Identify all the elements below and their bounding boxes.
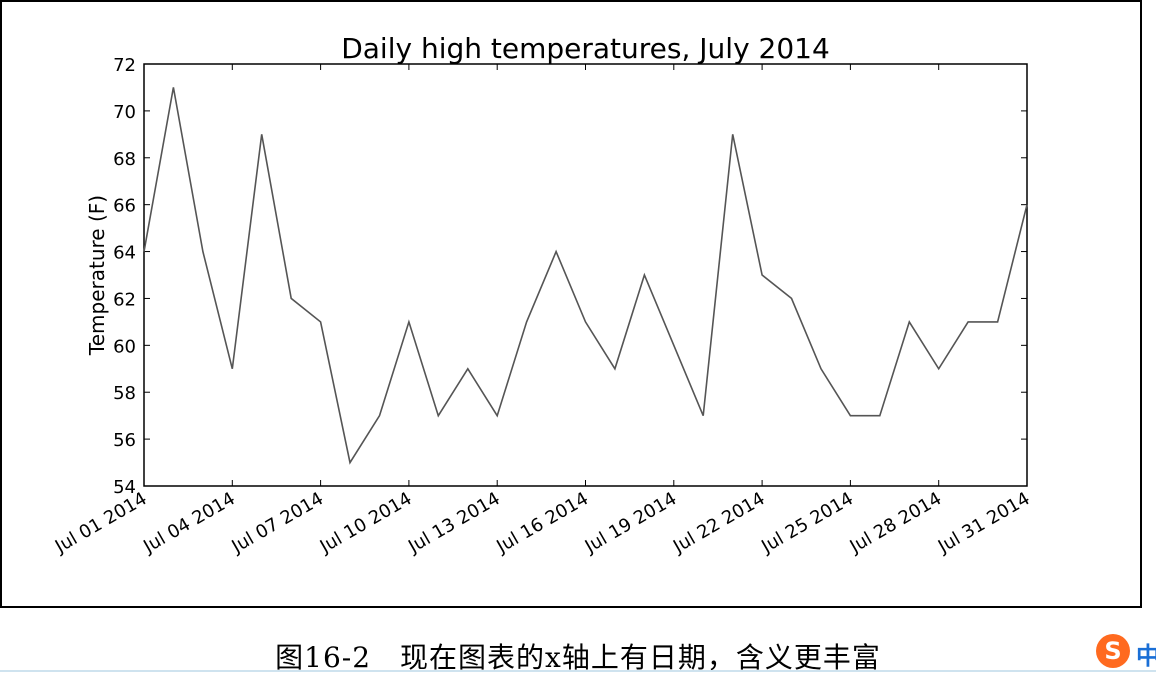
y-tick-label: 56 [113,430,136,451]
y-tick-label: 72 [113,55,136,76]
y-tick-label: 58 [113,383,136,404]
x-tick-label: Jul 13 2014 [404,488,504,558]
y-tick-label: 66 [113,196,136,217]
caption-divider [0,670,1156,672]
ime-toolbar[interactable]: S 中 [1096,632,1156,670]
input-mode-chinese-icon[interactable]: 中 [1136,636,1156,670]
y-tick-label: 62 [113,289,136,310]
y-tick-label: 64 [113,243,136,264]
x-tick-label: Jul 25 2014 [757,488,857,558]
plot-area-frame [144,64,1027,486]
chart-title: Daily high temperatures, July 2014 [341,32,830,65]
y-tick-label: 60 [113,336,136,357]
x-tick-label: Jul 10 2014 [316,488,416,558]
x-tick-label: Jul 01 2014 [51,488,151,558]
x-tick-label: Jul 16 2014 [492,488,592,558]
y-tick-label: 68 [113,149,136,170]
line-chart: Daily high temperatures, July 2014 Tempe… [0,0,1156,610]
y-axis-label: Temperature (F) [85,195,109,356]
x-tick-label: Jul 07 2014 [228,488,328,558]
x-tick-label: Jul 04 2014 [139,488,239,558]
series-layer [144,87,1027,462]
x-tick-label: Jul 31 2014 [934,488,1034,558]
sogou-logo-icon[interactable]: S [1096,634,1130,668]
x-tick-label: Jul 19 2014 [581,488,681,558]
y-tick-label: 70 [113,102,136,123]
temperature-series-line [144,87,1027,462]
x-tick-label: Jul 22 2014 [669,488,769,558]
x-tick-label: Jul 28 2014 [846,488,946,558]
